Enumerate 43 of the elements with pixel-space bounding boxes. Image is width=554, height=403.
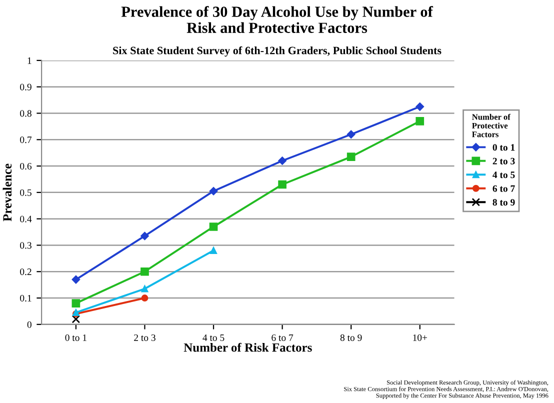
point (140, 232, 149, 240)
point (416, 102, 424, 111)
y-axis-title: Prevalence (2, 164, 12, 222)
point (140, 267, 149, 276)
x-tick-label: 0 to 1 (65, 334, 86, 341)
y-tick-label: 0.5 (20, 189, 32, 196)
legend-label: 0 to 1 (492, 144, 515, 151)
legend-label: 2 to 3 (492, 158, 515, 164)
x-axis-title: Number of Risk Factors (184, 342, 312, 352)
y-tick-label: 0.2 (20, 268, 32, 276)
x-tick-label: 10+ (413, 334, 428, 341)
legend-label: 8 to 9 (492, 199, 515, 206)
point (346, 130, 356, 138)
y-tick-label: 0.6 (20, 162, 32, 170)
point (141, 294, 148, 302)
point (346, 152, 356, 161)
x-tick-label: 4 to 5 (202, 334, 224, 341)
point (72, 275, 80, 284)
y-tick-label: 0.7 (20, 136, 32, 144)
point (141, 285, 148, 292)
legend-title: Number of Protective Factors (472, 114, 510, 138)
x-tick-label: 2 to 3 (134, 334, 156, 341)
y-tick-label: 1 (28, 57, 32, 64)
point (278, 156, 286, 165)
point (416, 116, 424, 126)
x-tick-label: 6 to 7 (272, 334, 294, 341)
y-tick-label: 0.8 (20, 110, 32, 117)
y-tick-label: 0.9 (20, 84, 32, 90)
chart-title: Prevalence of 30 Day Alcohol Use by Number of Risk and Protective Factors (121, 6, 434, 33)
y-tick-label: 0 (27, 321, 32, 328)
point (278, 180, 286, 189)
y-tick-label: 0.1 (20, 294, 32, 302)
chart-subtitle: Six State Student Survey of 6th-12th Graders, Public School Students (113, 46, 442, 57)
x-tick-label: 8 to 9 (340, 334, 362, 341)
legend-label: 6 to 7 (492, 185, 515, 192)
legend-label: 4 to 5 (492, 172, 515, 178)
y-tick-label: 0.4 (20, 216, 32, 222)
point (210, 247, 217, 254)
point (72, 299, 80, 308)
point (209, 222, 218, 231)
point (209, 186, 218, 196)
y-tick-label: 0.3 (20, 242, 32, 249)
point (72, 314, 80, 324)
